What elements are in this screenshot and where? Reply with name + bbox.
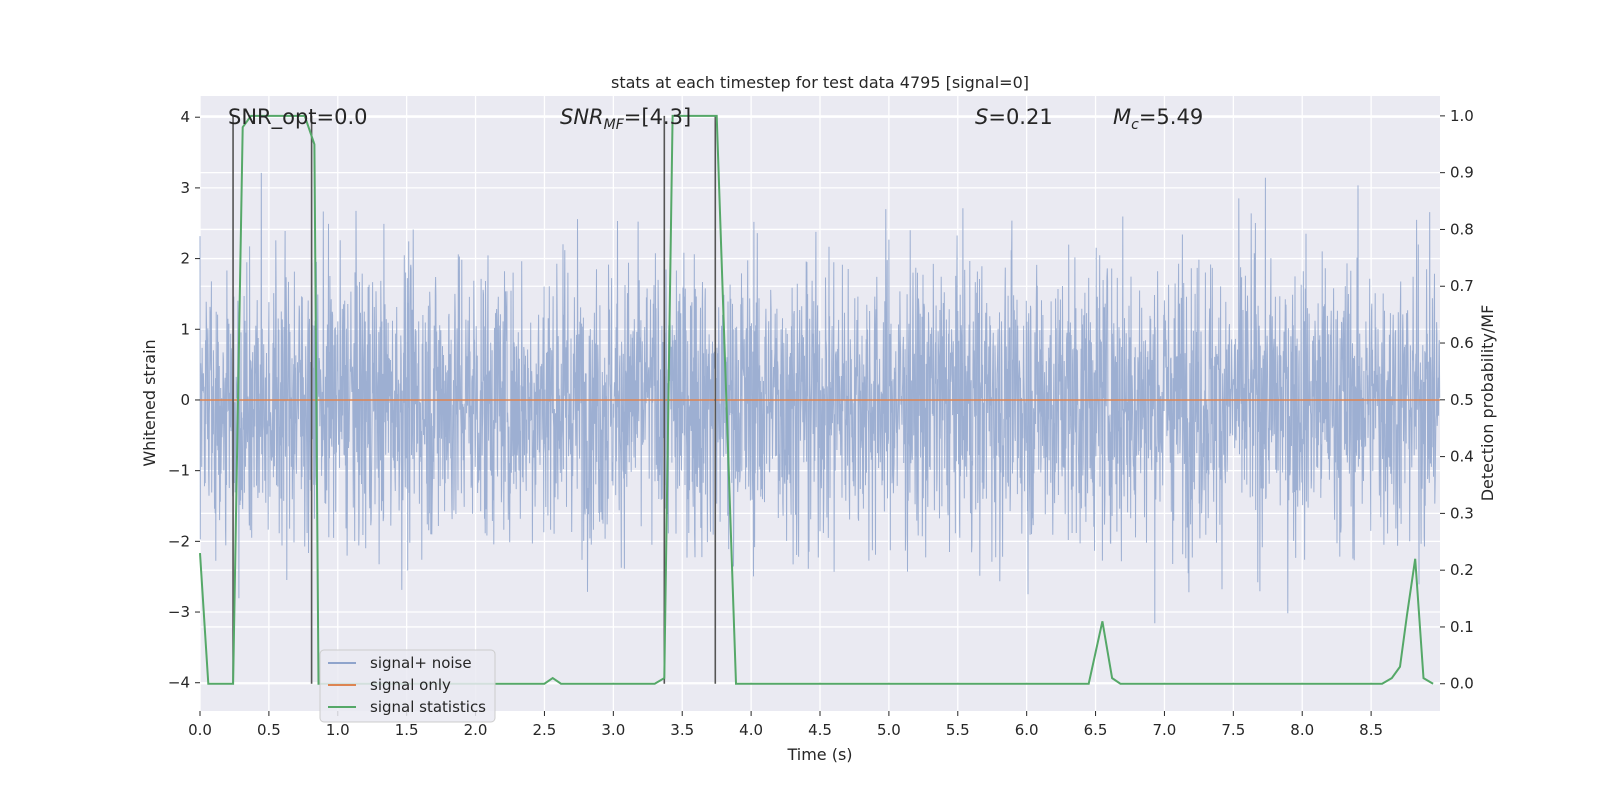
y2-tick-label: 0.2	[1450, 561, 1474, 579]
y-tick-label: −3	[168, 603, 190, 621]
y2-tick-label: 0.8	[1450, 220, 1474, 238]
annotation-s: S=0.21	[975, 105, 1053, 129]
mc-subscript: c	[1131, 117, 1139, 133]
x-tick-label: 5.0	[877, 721, 901, 739]
x-tick-label: 4.5	[808, 721, 832, 739]
y2-axis-label: Detection probability/MF	[1478, 305, 1497, 502]
statistics-line	[199, 114, 1434, 685]
s-symbol: S	[975, 105, 988, 129]
y2-tick-label: 0.3	[1450, 504, 1474, 522]
x-tick-label: 3.5	[670, 721, 694, 739]
legend: signal+ noise signal only signal statist…	[319, 649, 496, 723]
y-axis-ticks: −4 −3 −2 −1 0 1 2 3 4	[168, 108, 200, 692]
x-tick-label: 1.0	[326, 721, 350, 739]
signal-statistics-series	[199, 114, 1434, 685]
x-tick-label: 1.5	[395, 721, 419, 739]
annotation-snr-opt: SNR_opt=0.0	[228, 105, 368, 130]
legend-label-signal-only: signal only	[370, 676, 451, 694]
x-tick-label: 7.5	[1221, 721, 1245, 739]
x-tick-label: 6.0	[1015, 721, 1039, 739]
mc-symbol: M	[1113, 105, 1131, 129]
x-axis-ticks: 0.0 0.5 1.0 1.5 2.0 2.5 3.0 3.5 4.0 4.5 5.0 5.5 6.0 6…	[188, 711, 1383, 739]
x-tick-label: 2.5	[533, 721, 557, 739]
chart-title: stats at each timestep for test data 479…	[611, 73, 1029, 92]
x-tick-label: 0.5	[257, 721, 281, 739]
y-tick-label: 4	[180, 108, 190, 126]
y-tick-label: −4	[168, 674, 190, 692]
x-tick-label: 3.0	[601, 721, 625, 739]
y-tick-label: 0	[180, 391, 190, 409]
y2-tick-label: 0.6	[1450, 334, 1474, 352]
y2-axis-ticks: 0.0 0.1 0.2 0.3 0.4 0.5 0.6 0.7 0.8 0.9 1.0	[1440, 107, 1474, 693]
y2-tick-label: 0.7	[1450, 277, 1474, 295]
s-value: =0.21	[988, 105, 1052, 129]
y2-tick-label: 0.1	[1450, 618, 1474, 636]
y2-tick-label: 0.4	[1450, 448, 1474, 466]
mc-value: =5.49	[1139, 105, 1203, 129]
snr-mf-value: =[4.3]	[624, 105, 691, 129]
y2-tick-label: 0.9	[1450, 164, 1474, 182]
y2-tick-label: 1.0	[1450, 107, 1474, 125]
legend-box	[319, 649, 496, 723]
x-tick-label: 7.0	[1153, 721, 1177, 739]
signal-plus-noise-series	[199, 172, 1441, 624]
x-tick-label: 2.0	[464, 721, 488, 739]
y-tick-label: −2	[168, 532, 190, 550]
annotation-snr-mf: SNRMF=[4.3]	[560, 105, 691, 133]
x-tick-label: 8.5	[1359, 721, 1383, 739]
y2-tick-label: 0.0	[1450, 675, 1474, 693]
x-tick-label: 6.5	[1084, 721, 1108, 739]
x-tick-label: 8.0	[1290, 721, 1314, 739]
y-tick-label: 1	[180, 320, 190, 338]
y-tick-label: 3	[180, 179, 190, 197]
y-tick-label: 2	[180, 250, 190, 268]
x-tick-label: 5.5	[946, 721, 970, 739]
x-axis-label: Time (s)	[786, 745, 852, 764]
legend-label-noise: signal+ noise	[370, 654, 472, 672]
vertical-markers	[232, 115, 717, 684]
noise-trace	[199, 172, 1441, 624]
snr-mf-symbol: SNR	[560, 105, 604, 129]
y2-tick-label: 0.5	[1450, 391, 1474, 409]
annotation-mc: Mc=5.49	[1113, 105, 1203, 133]
y-axis-label: Whitened strain	[140, 339, 159, 466]
snr-mf-subscript: MF	[604, 117, 625, 133]
y-tick-label: −1	[168, 462, 190, 480]
x-tick-label: 4.0	[739, 721, 763, 739]
legend-label-statistics: signal statistics	[370, 698, 486, 716]
x-tick-label: 0.0	[188, 721, 212, 739]
